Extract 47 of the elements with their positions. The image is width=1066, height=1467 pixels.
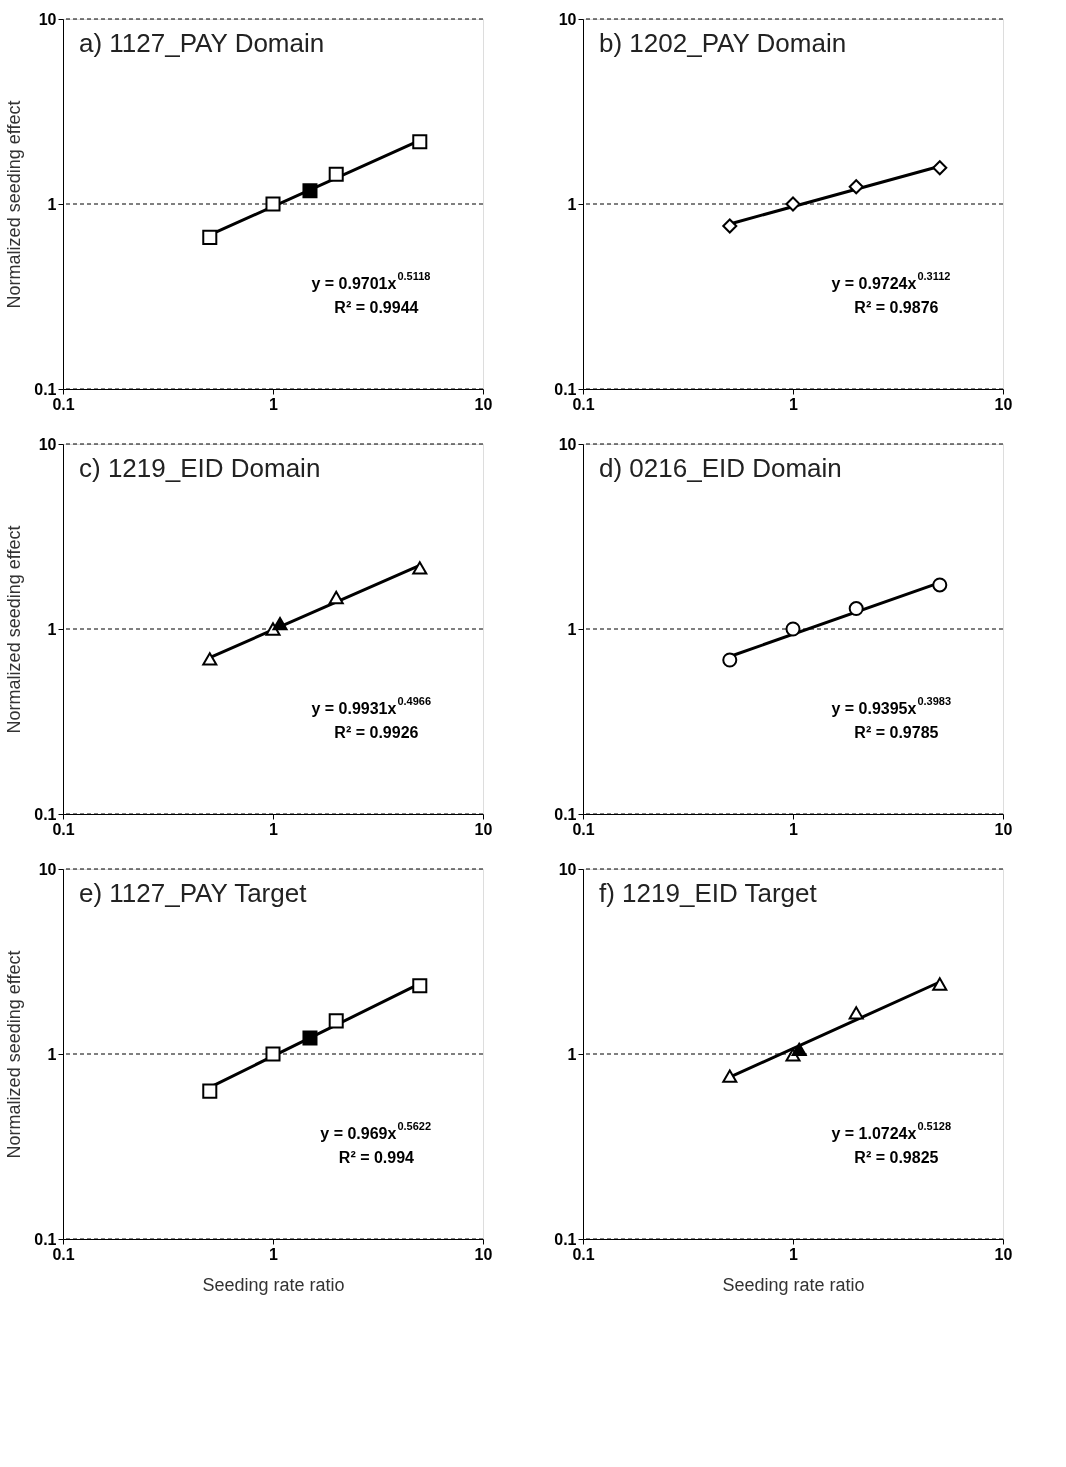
y-axis-title: Normalized seeding effect — [4, 100, 25, 309]
annotation: R² = 0.9944 — [334, 298, 419, 316]
y-tick-label: 0.1 — [554, 1230, 577, 1248]
y-tick-label: 10 — [38, 10, 57, 28]
y-tick-label: 0.1 — [34, 805, 57, 823]
y-tick-label: 1 — [567, 1045, 577, 1063]
chart-title: f) 1219_EID Target — [599, 878, 818, 908]
y-tick-label: 0.1 — [554, 380, 577, 398]
x-tick-label: 1 — [269, 395, 279, 413]
annotation: R² = 0.9876 — [854, 298, 939, 316]
annotation: R² = 0.994 — [338, 1148, 415, 1166]
x-tick-label: 10 — [474, 1245, 493, 1263]
y-tick-label: 0.1 — [34, 380, 57, 398]
y-tick-label: 1 — [47, 195, 57, 213]
x-tick-label: 1 — [269, 820, 279, 838]
y-axis-title: Normalized seeding effect — [4, 950, 25, 1159]
annotation: R² = 0.9785 — [854, 723, 939, 741]
y-axis-title: Normalized seeding effect — [4, 525, 25, 734]
y-tick-label: 0.1 — [34, 1230, 57, 1248]
x-tick-label: 10 — [994, 820, 1013, 838]
x-axis-title: Seeding rate ratio — [202, 1274, 345, 1295]
x-axis-title: Seeding rate ratio — [722, 1274, 865, 1295]
x-tick-label: 1 — [269, 1245, 279, 1263]
x-tick-label: 1 — [789, 820, 799, 838]
x-tick-label: 10 — [994, 395, 1013, 413]
y-tick-label: 1 — [567, 195, 577, 213]
y-tick-label: 10 — [558, 10, 577, 28]
y-tick-label: 1 — [47, 1045, 57, 1063]
chart-title: b) 1202_PAY Domain — [599, 28, 847, 58]
chart-title: c) 1219_EID Domain — [79, 453, 321, 483]
x-tick-label: 1 — [789, 395, 799, 413]
x-tick-label: 10 — [474, 395, 493, 413]
y-tick-label: 10 — [558, 435, 577, 453]
y-tick-label: 1 — [47, 620, 57, 638]
y-tick-label: 10 — [38, 860, 57, 878]
chart-title: e) 1127_PAY Target — [79, 878, 308, 908]
annotation: R² = 0.9825 — [854, 1148, 939, 1166]
y-tick-label: 10 — [558, 860, 577, 878]
y-tick-label: 0.1 — [554, 805, 577, 823]
chart-title: a) 1127_PAY Domain — [79, 28, 325, 58]
annotation: R² = 0.9926 — [334, 723, 419, 741]
y-tick-label: 10 — [38, 435, 57, 453]
chart-title: d) 0216_EID Domain — [599, 453, 842, 483]
x-tick-label: 10 — [994, 1245, 1013, 1263]
x-tick-label: 10 — [474, 820, 493, 838]
y-tick-label: 1 — [567, 620, 577, 638]
x-tick-label: 1 — [789, 1245, 799, 1263]
